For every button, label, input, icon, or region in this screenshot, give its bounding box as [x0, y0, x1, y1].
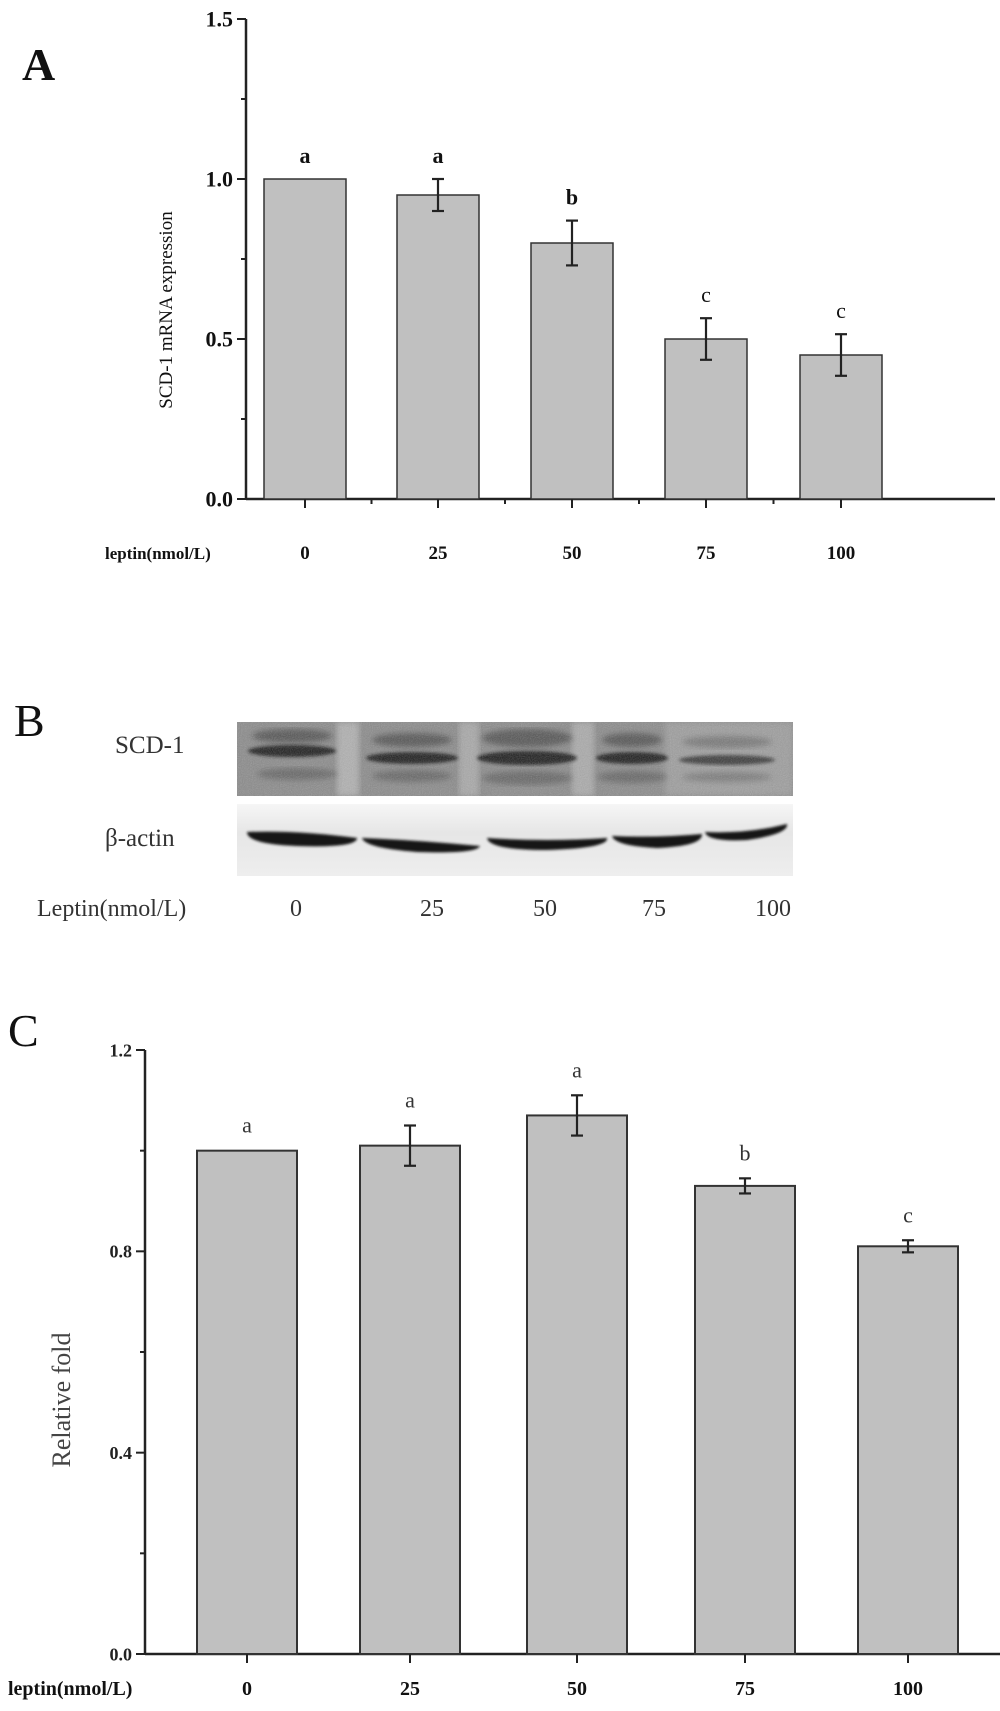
y-tick-label: 1.0: [206, 167, 234, 192]
significance-letter: c: [836, 298, 846, 323]
blot-lane-label-100: 100: [755, 896, 791, 922]
bar-0: [263, 178, 347, 500]
significance-letter: c: [701, 282, 711, 307]
significance-letter: b: [740, 1140, 751, 1165]
bar-75: [664, 338, 748, 500]
x-tick-label: 50: [563, 543, 582, 564]
y-tick-label: 0.8: [110, 1242, 133, 1262]
significance-letter: a: [405, 1088, 415, 1113]
x-tick-label: 100: [893, 1678, 923, 1700]
x-axis-label: leptin(nmol/L): [8, 1678, 132, 1700]
beta-actin-blot-image: [237, 804, 793, 876]
significance-letter: a: [300, 143, 311, 168]
y-tick-label: 0.0: [206, 487, 234, 512]
x-tick-label: 0: [242, 1678, 252, 1700]
y-tick-label: 1.2: [110, 1040, 133, 1060]
panel-c-letter: C: [8, 1005, 39, 1056]
significance-letter: a: [572, 1057, 582, 1082]
y-tick-label: 1.5: [206, 7, 234, 32]
significance-letter: a: [433, 143, 444, 168]
blot-lane-label-0: 0: [290, 896, 302, 922]
x-axis-label: leptin(nmol/L): [105, 544, 211, 563]
blot-lane-label-50: 50: [533, 896, 557, 922]
bar-25: [396, 194, 480, 500]
bar-100: [857, 1245, 959, 1655]
bar-75: [694, 1184, 796, 1655]
y-tick-label: 0.5: [206, 327, 234, 352]
y-axis-label: Relative fold: [47, 1332, 76, 1467]
blot-lane-label-25: 25: [420, 896, 444, 922]
x-tick-label: 50: [567, 1678, 587, 1700]
x-tick-label: 25: [400, 1678, 420, 1700]
significance-letter: c: [903, 1202, 913, 1227]
blot-lane-label-75: 75: [642, 896, 666, 922]
panel-a-bar-chart: 0.0 0.5 1.0 1.5 SCD-1 mRNA expression a 0 a 25 b 5…: [105, 7, 995, 564]
blot-label-scd1: SCD-1: [115, 732, 185, 759]
bar-25: [359, 1144, 461, 1655]
x-tick-label: 100: [827, 543, 856, 564]
significance-letter: a: [242, 1113, 252, 1138]
x-tick-label: 0: [300, 543, 310, 564]
x-tick-label: 75: [735, 1678, 755, 1700]
panel-b-letter: B: [14, 695, 45, 746]
blot-label-beta-actin: β-actin: [105, 825, 175, 852]
panel-b-western-blot: SCD-1 β-actin Leptin(nmol/L): [0, 680, 1000, 922]
panel-a-letter: A: [22, 39, 56, 90]
bar-50: [526, 1114, 628, 1655]
y-tick-label: 0.4: [110, 1443, 133, 1463]
panel-c-bar-chart: 0.0 0.4 0.8 1.2 Relative fold a 0 a 25 a 50 b 75 c 100…: [8, 1040, 1000, 1700]
y-axis-label: SCD-1 mRNA expression: [156, 211, 177, 409]
y-tick-label: 0.0: [110, 1644, 133, 1664]
blot-x-label: Leptin(nmol/L): [37, 896, 187, 922]
x-tick-label: 75: [697, 543, 716, 564]
bar-50: [530, 242, 614, 500]
scd1-blot-image: [237, 722, 793, 796]
significance-letter: b: [566, 185, 578, 210]
x-tick-label: 25: [429, 543, 448, 564]
bar-0: [196, 1149, 298, 1656]
